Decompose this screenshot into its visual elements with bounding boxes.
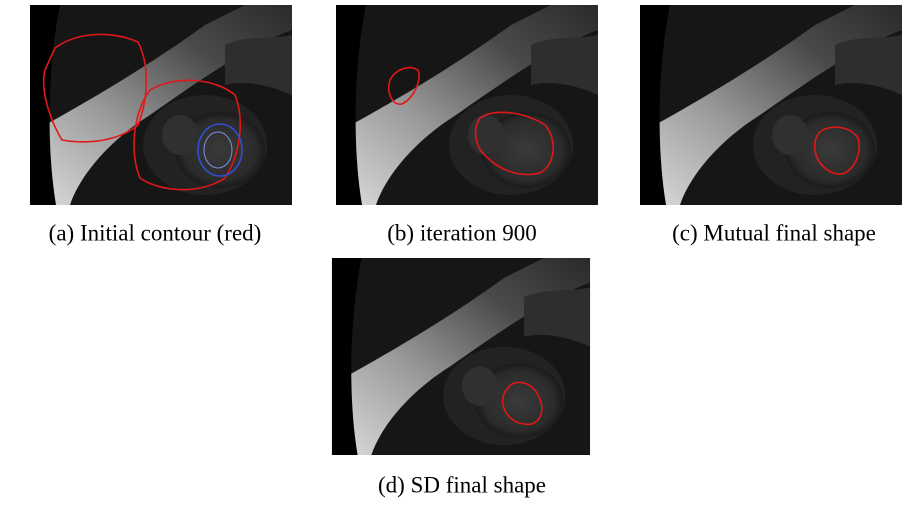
caption: (c) Mutual final shape: [672, 220, 876, 245]
contour: [813, 126, 860, 175]
panel-c: (c) Mutual final shape: [640, 5, 902, 245]
mri-image: [331, 258, 591, 455]
contour: [203, 131, 233, 169]
panel-a: (a) Initial contour (red): [30, 5, 292, 245]
contour: [42, 33, 148, 143]
mri-image: [30, 5, 292, 205]
contour: [501, 381, 543, 426]
panel-b: (b) iteration 900: [336, 5, 598, 245]
caption: (a) Initial contour (red): [49, 220, 262, 245]
mri-image: [640, 5, 902, 205]
contour: [197, 123, 243, 177]
mri-image: [336, 5, 598, 205]
contour: [387, 66, 420, 105]
contour: [474, 111, 554, 176]
caption: (d) SD final shape: [378, 472, 546, 497]
caption: (b) iteration 900: [387, 220, 536, 245]
contour: [133, 79, 241, 191]
panel-d: (d) SD final shape: [331, 258, 591, 497]
